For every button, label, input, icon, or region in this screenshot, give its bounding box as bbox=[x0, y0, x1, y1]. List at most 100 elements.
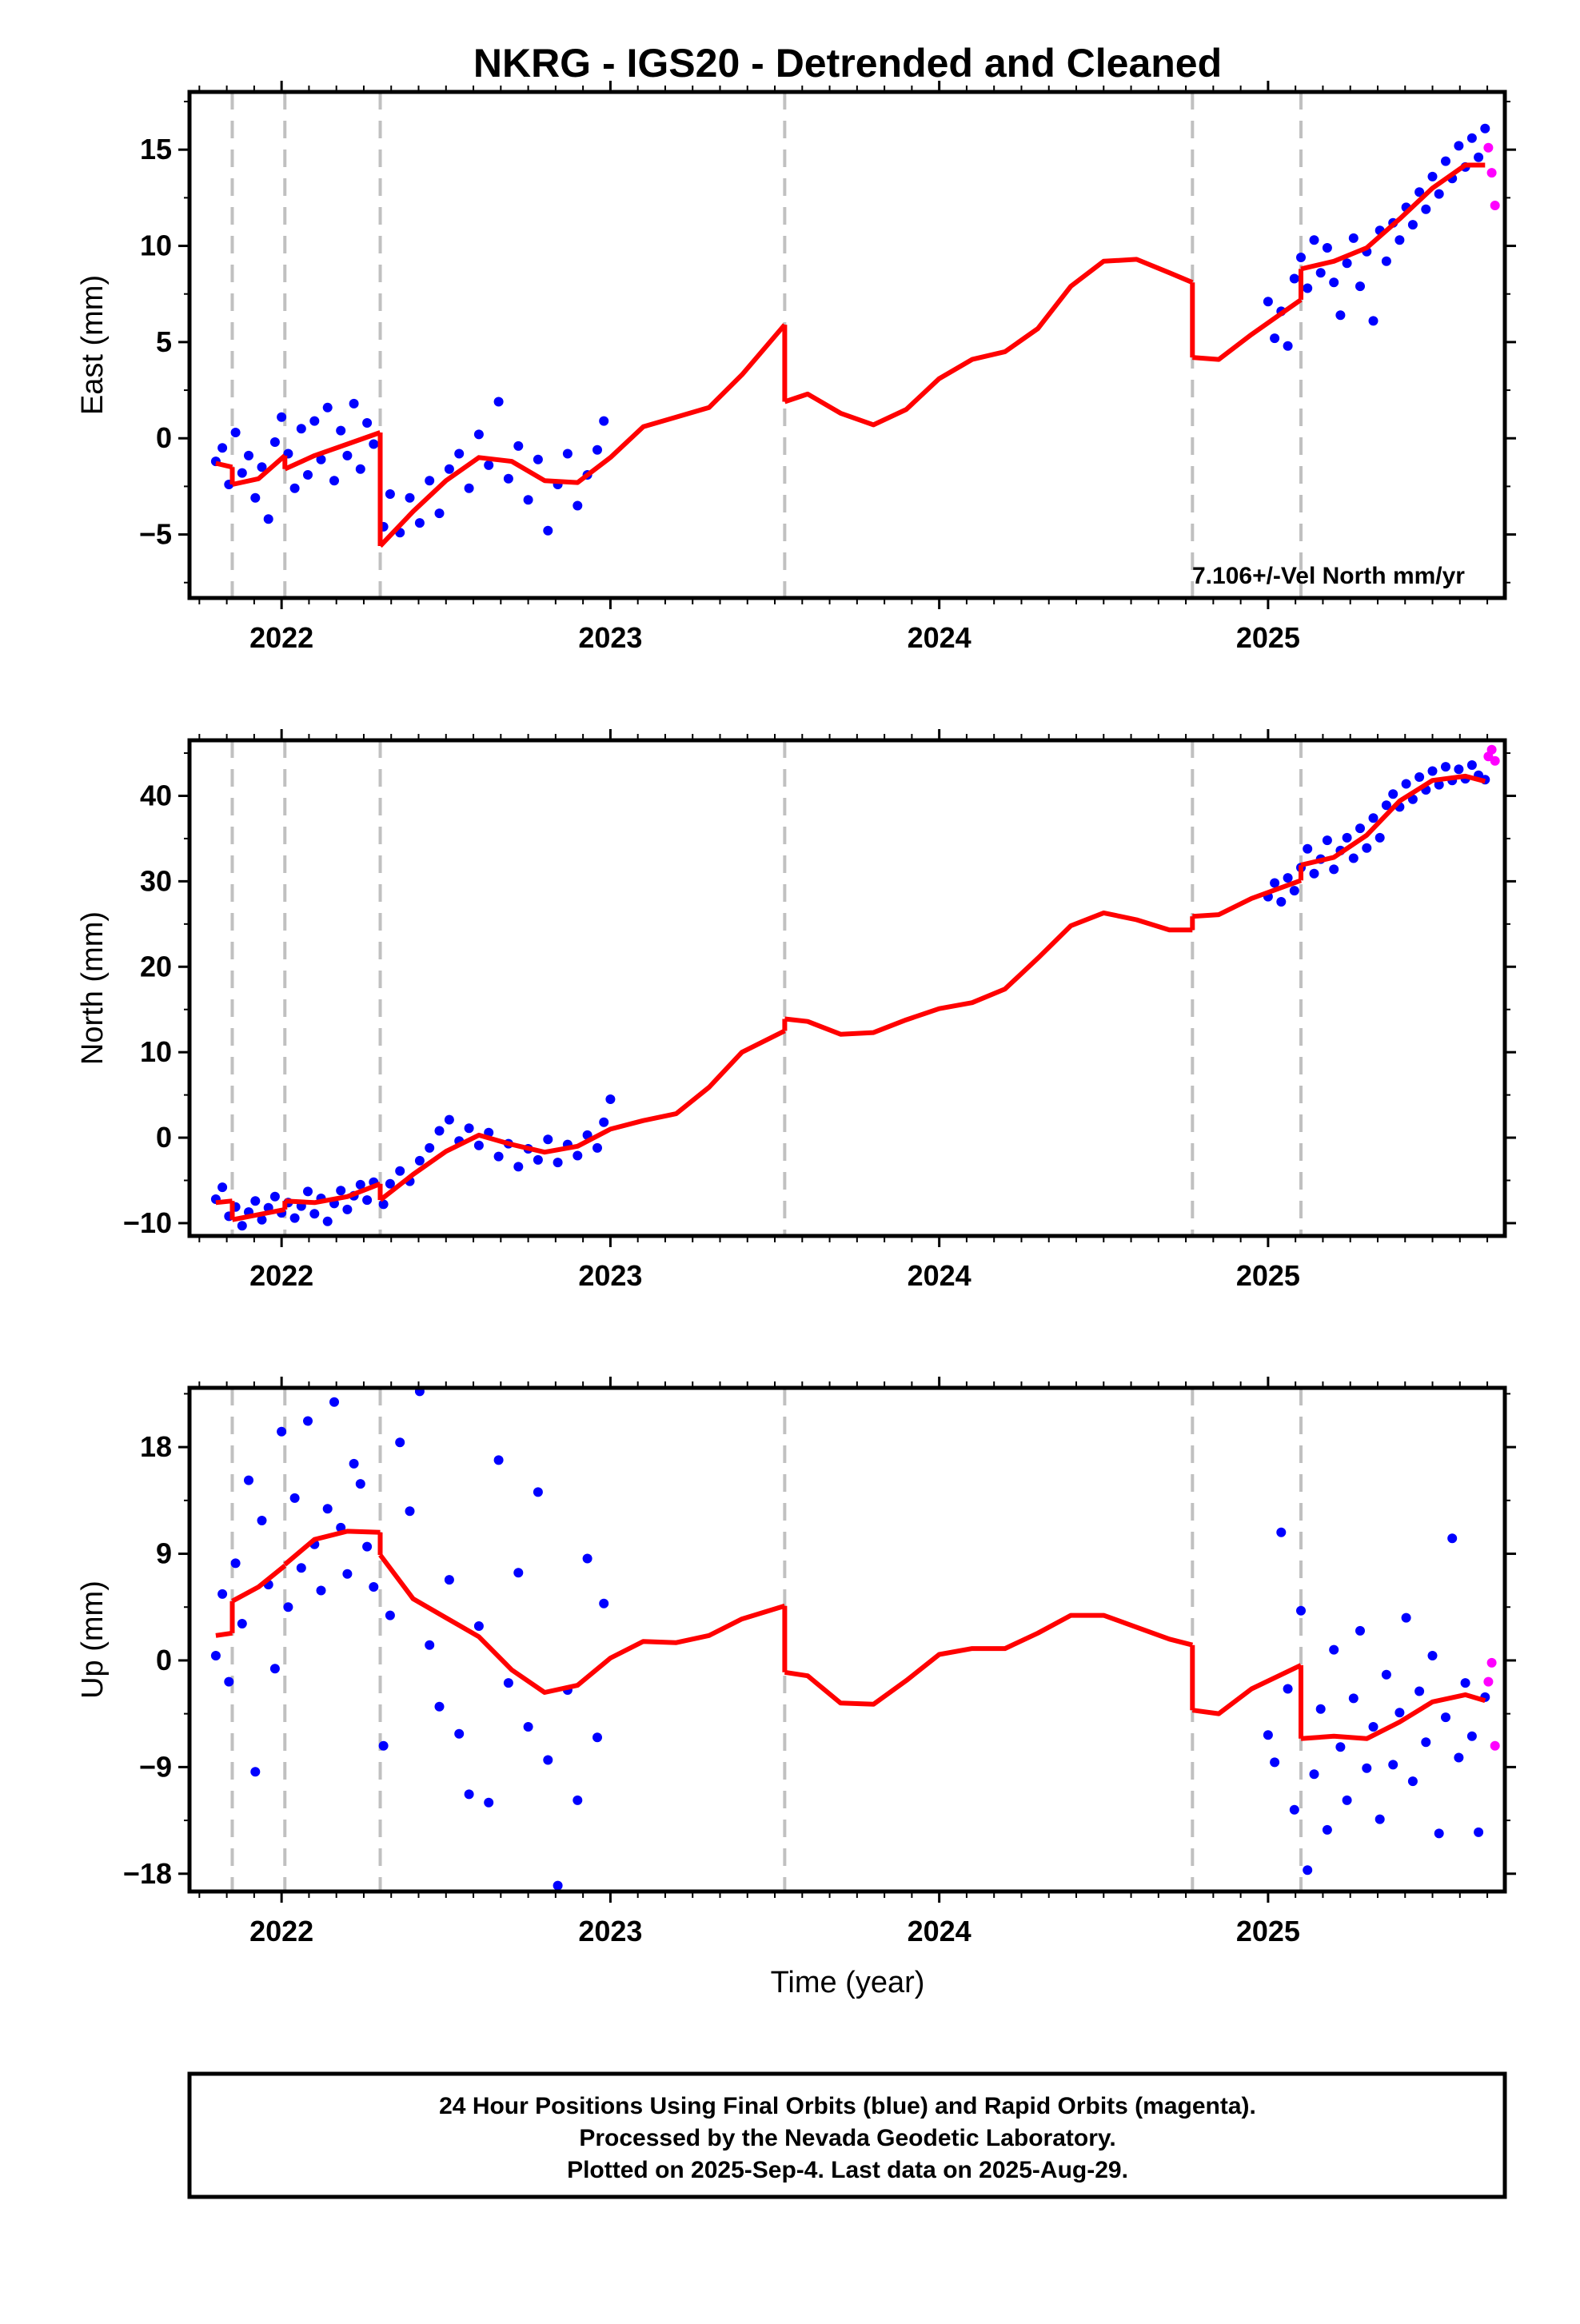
final-point-36 bbox=[473, 1621, 484, 1631]
final-point-61 bbox=[1335, 310, 1346, 321]
final-point-8 bbox=[257, 1214, 267, 1225]
final-point-77 bbox=[1441, 1712, 1450, 1723]
final-point-68 bbox=[1381, 1669, 1391, 1680]
final-point-56 bbox=[1303, 283, 1313, 293]
model-curve bbox=[215, 162, 1486, 548]
final-point-20 bbox=[336, 1186, 346, 1196]
final-point-75 bbox=[1427, 171, 1438, 181]
final-point-24 bbox=[362, 1541, 373, 1552]
final-point-81 bbox=[1466, 1731, 1477, 1741]
final-point-59 bbox=[1322, 1824, 1332, 1835]
model-segment-5 bbox=[784, 1612, 1194, 1707]
final-point-12 bbox=[283, 1602, 293, 1612]
model-segment-4 bbox=[378, 1553, 786, 1695]
final-point-7 bbox=[250, 1196, 261, 1206]
y-tick-label-1: −10 bbox=[123, 1206, 172, 1239]
final-point-48 bbox=[592, 444, 602, 455]
y-tick-label-5: 15 bbox=[140, 133, 172, 165]
final-point-5 bbox=[237, 468, 247, 478]
final-point-73 bbox=[1414, 187, 1425, 197]
final-point-5 bbox=[237, 1221, 247, 1231]
final-point-27 bbox=[385, 489, 395, 499]
x-tick-label-2023: 2023 bbox=[578, 621, 642, 654]
x-tick-label-2022: 2022 bbox=[249, 1259, 313, 1292]
final-point-8 bbox=[257, 1516, 267, 1525]
final-point-72 bbox=[1401, 779, 1411, 789]
final-point-53 bbox=[1283, 341, 1293, 351]
model-segment-2 bbox=[231, 453, 287, 487]
final-point-69 bbox=[1381, 800, 1391, 811]
final-point-21 bbox=[342, 1569, 353, 1579]
model-curve bbox=[215, 773, 1486, 1222]
final-point-6 bbox=[244, 450, 253, 460]
final-point-49 bbox=[599, 416, 609, 426]
final-point-62 bbox=[1342, 1795, 1352, 1805]
final-point-14 bbox=[296, 424, 306, 434]
y-tick-label-1: −18 bbox=[123, 1857, 172, 1890]
final-point-82 bbox=[1466, 760, 1477, 770]
final-point-46 bbox=[573, 1150, 583, 1161]
final-point-34 bbox=[454, 448, 465, 459]
final-point-22 bbox=[349, 398, 359, 409]
final-point-56 bbox=[1303, 1865, 1313, 1876]
final-point-63 bbox=[1342, 832, 1352, 843]
final-point-61 bbox=[1335, 1742, 1346, 1752]
final-point-15 bbox=[303, 1186, 313, 1197]
model-segment-3 bbox=[285, 1182, 381, 1206]
final-point-69 bbox=[1388, 1760, 1398, 1770]
final-point-58 bbox=[1315, 1704, 1326, 1714]
final-point-36 bbox=[473, 1140, 484, 1150]
final-point-81 bbox=[1466, 133, 1477, 143]
final-point-52 bbox=[1270, 878, 1280, 888]
y-tick-label-2: 0 bbox=[156, 421, 172, 454]
final-point-43 bbox=[543, 1134, 553, 1145]
final-point-68 bbox=[1375, 832, 1385, 843]
final-point-1 bbox=[210, 1651, 221, 1660]
final-point-27 bbox=[385, 1178, 395, 1189]
final-point-44 bbox=[553, 1880, 563, 1891]
final-point-46 bbox=[573, 500, 583, 511]
model-segment-6 bbox=[1192, 878, 1303, 919]
rapid-point-1 bbox=[1483, 1676, 1494, 1687]
x-axis-label: Time (year) bbox=[771, 1966, 925, 1999]
final-point-23 bbox=[355, 464, 365, 474]
footer-line-3: Plotted on 2025-Sep-4. Last data on 2025… bbox=[567, 2157, 1128, 2183]
model-segment-7 bbox=[1300, 162, 1486, 272]
y-tick-label-3: 0 bbox=[156, 1644, 172, 1676]
final-point-40 bbox=[513, 1162, 524, 1172]
final-point-42 bbox=[533, 1487, 543, 1497]
final-point-19 bbox=[329, 476, 339, 486]
final-point-72 bbox=[1407, 220, 1418, 230]
final-point-48 bbox=[592, 1732, 602, 1743]
final-point-57 bbox=[1303, 843, 1313, 854]
final-point-2 bbox=[217, 443, 228, 453]
y-tick-label-4: 10 bbox=[140, 229, 172, 262]
final-point-24 bbox=[362, 1195, 373, 1206]
final-point-15 bbox=[303, 470, 313, 480]
final-point-21 bbox=[342, 450, 353, 460]
final-point-17 bbox=[316, 1585, 326, 1596]
final-point-32 bbox=[434, 1701, 445, 1712]
final-point-33 bbox=[444, 1114, 454, 1125]
final-point-23 bbox=[355, 1479, 365, 1489]
rapid-point-2 bbox=[1486, 1657, 1497, 1668]
final-point-26 bbox=[378, 1199, 389, 1210]
y-tick-label-5: 30 bbox=[140, 864, 172, 897]
final-point-22 bbox=[349, 1458, 359, 1469]
model-segment-6 bbox=[1191, 1663, 1303, 1716]
footer-box: 24 Hour Positions Using Final Orbits (bl… bbox=[187, 2071, 1507, 2199]
final-point-18 bbox=[322, 1216, 333, 1226]
final-point-78 bbox=[1441, 762, 1450, 772]
final-point-74 bbox=[1414, 772, 1425, 782]
final-point-7 bbox=[250, 492, 261, 503]
final-point-64 bbox=[1348, 853, 1359, 863]
y-axis-label-1: East (mm) bbox=[76, 275, 110, 415]
final-point-26 bbox=[378, 1740, 389, 1751]
final-point-11 bbox=[277, 412, 287, 422]
final-point-50 bbox=[605, 1094, 616, 1104]
model-segment-4 bbox=[378, 1028, 786, 1202]
y-axis-label-2: North (mm) bbox=[76, 911, 110, 1065]
panels: −5 0 5 10 15 2022 2023 2024 2025 East (mm) 7.106+/… bbox=[76, 81, 1516, 1947]
y-tick-label-2: 0 bbox=[156, 1121, 172, 1154]
